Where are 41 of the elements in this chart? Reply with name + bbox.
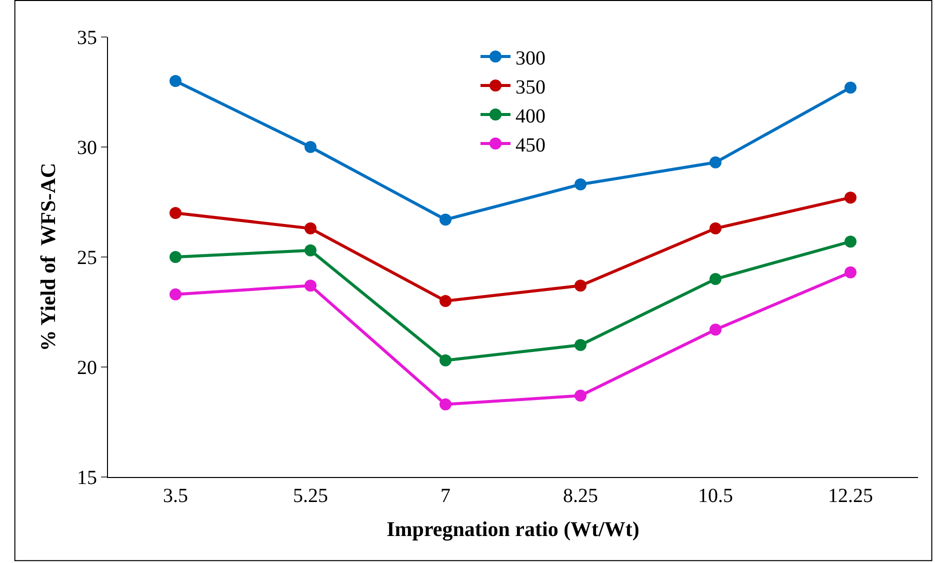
y-tick-label: 35 (77, 27, 97, 49)
point (440, 295, 452, 307)
point (574, 280, 586, 292)
point (710, 273, 722, 285)
y-tick-label: 15 (77, 467, 97, 489)
y-tick-label: 20 (77, 357, 97, 379)
point (844, 266, 856, 278)
point (170, 288, 182, 300)
legend-label: 300 (516, 47, 546, 70)
point (304, 280, 316, 292)
point (710, 222, 722, 234)
x-axis-title: Impregnation ratio (Wt/Wt) (386, 517, 640, 542)
legend-label: 400 (516, 105, 546, 128)
point (844, 236, 856, 248)
point (440, 214, 452, 226)
x-tick-label: 3.5 (163, 485, 188, 507)
point (304, 141, 316, 153)
point (304, 222, 316, 234)
x-tick-label: 8.25 (563, 485, 598, 507)
point (440, 354, 452, 366)
point (574, 339, 586, 351)
point (170, 251, 182, 263)
x-tick-label: 5.25 (293, 485, 328, 507)
x-tick-label: 12.25 (828, 485, 873, 507)
x-tick-label: 10.5 (698, 485, 733, 507)
point (710, 324, 722, 336)
point (574, 390, 586, 402)
point (710, 156, 722, 168)
y-tick-label: 30 (77, 137, 97, 159)
point (844, 192, 856, 204)
legend-label: 450 (516, 134, 546, 156)
point (170, 75, 182, 87)
point (170, 207, 182, 219)
point (440, 398, 452, 410)
point (304, 244, 316, 256)
x-tick-label: 7 (440, 485, 450, 507)
y-axis-title: % Yield of WFS-AC (36, 162, 60, 352)
y-tick-label: 25 (77, 247, 97, 269)
point (844, 82, 856, 94)
legend-label: 350 (516, 76, 546, 98)
point (574, 178, 586, 190)
